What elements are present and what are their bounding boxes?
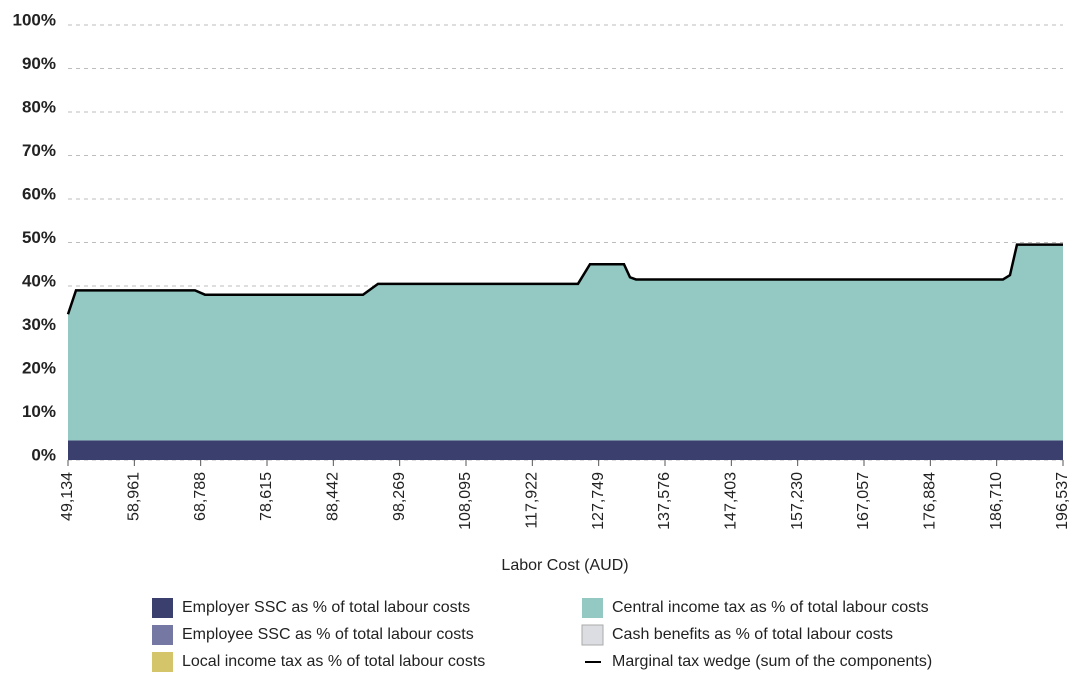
legend-label: Central income tax as % of total labour … (612, 599, 929, 616)
legend-swatch (581, 624, 604, 646)
x-tick-label: 49,134 (59, 472, 76, 521)
x-tick-label: 186,710 (988, 472, 1005, 530)
legend-label: Marginal tax wedge (sum of the component… (612, 653, 932, 670)
x-axis-label: Labor Cost (AUD) (501, 557, 628, 574)
y-tick-label: 70% (22, 141, 56, 160)
y-tick-label: 20% (22, 358, 56, 377)
x-tick-label: 196,537 (1054, 472, 1071, 530)
x-tick-label: 88,442 (325, 472, 342, 521)
x-tick-label: 108,095 (457, 472, 474, 530)
x-tick-label: 117,922 (524, 472, 541, 529)
x-tick-label: 167,057 (855, 472, 872, 530)
x-tick-label: 98,269 (391, 472, 408, 521)
legend-label: Employer SSC as % of total labour costs (182, 599, 470, 616)
x-tick-label: 78,615 (258, 472, 275, 521)
y-tick-label: 40% (22, 271, 56, 290)
y-tick-label: 80% (22, 97, 56, 116)
y-tick-label: 50% (22, 228, 56, 247)
legend-swatch (152, 625, 173, 645)
total-line (66, 243, 1063, 315)
x-tick-label: 68,788 (192, 472, 209, 521)
legend-label: Local income tax as % of total labour co… (182, 653, 485, 670)
y-tick-label: 30% (22, 315, 56, 334)
x-tick-label: 157,230 (789, 472, 806, 530)
y-tick-label: 10% (22, 402, 56, 421)
legend-swatch (152, 652, 173, 672)
y-tick-label: 90% (22, 54, 56, 73)
legend-swatch (152, 598, 173, 618)
legend-label: Employee SSC as % of total labour costs (182, 626, 474, 643)
legend-swatch (582, 598, 603, 618)
y-tick-label: 0% (31, 445, 56, 464)
area (68, 440, 1063, 460)
x-tick-label: 127,749 (590, 472, 607, 530)
x-tick-label: 137,576 (656, 472, 673, 530)
area (68, 244, 1063, 441)
x-tick-label: 147,403 (723, 472, 740, 530)
y-tick-label: 60% (22, 184, 56, 203)
x-tick-label: 58,961 (126, 472, 143, 521)
x-tick-label: 176,884 (922, 472, 939, 530)
legend-label: Cash benefits as % of total labour costs (612, 626, 893, 643)
y-tick-label: 100% (13, 10, 56, 29)
